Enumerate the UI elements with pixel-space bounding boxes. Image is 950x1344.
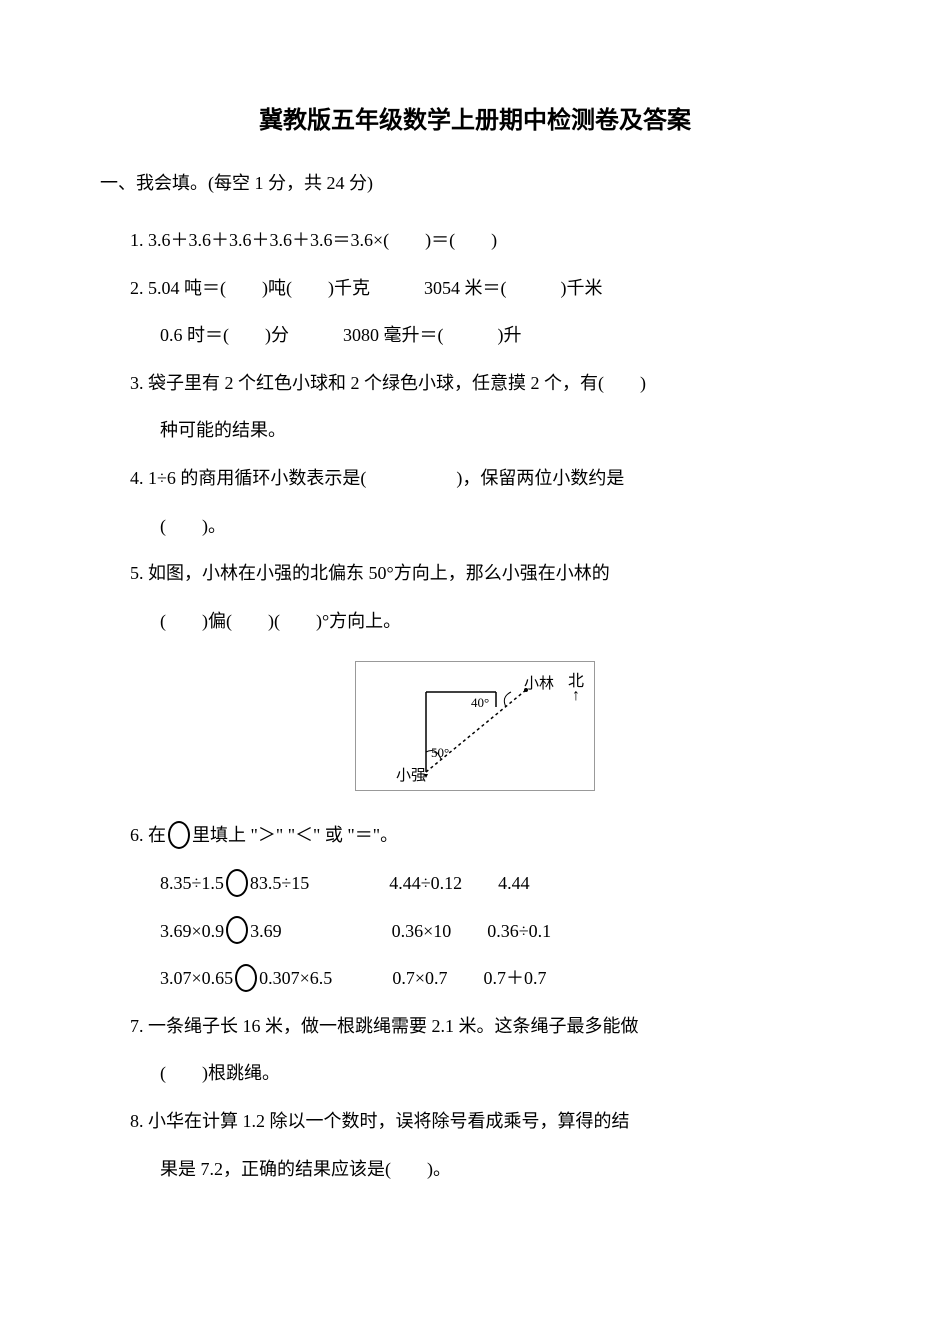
q6-3-left: 3.07×0.65	[160, 968, 233, 988]
svg-text:50°: 50°	[431, 745, 449, 760]
q6-suffix: 里填上 "＞" "＜" 或 "＝"。	[192, 825, 398, 845]
q6-3-second: 0.7×0.7 0.7＋0.7	[392, 968, 546, 988]
question-6-line1: 8.35÷1.5 83.5÷15 4.44÷0.12 4.44	[160, 864, 850, 904]
question-6-line2: 3.69×0.9 3.69 0.36×10 0.36÷0.1	[160, 912, 850, 952]
question-3-line2: 种可能的结果。	[160, 411, 850, 451]
q6-3-right: 0.307×6.5	[259, 968, 332, 988]
q6-1-second: 4.44÷0.12 4.44	[389, 873, 529, 893]
q6-1-left: 8.35÷1.5	[160, 873, 224, 893]
question-4-line2: ( )。	[160, 507, 850, 547]
direction-figure: 北 ↑ 小林 小强 50° 40°	[355, 661, 595, 791]
question-6-line3: 3.07×0.65 0.307×6.5 0.7×0.7 0.7＋0.7	[160, 959, 850, 999]
question-2-line1: 2. 5.04 吨＝( )吨( )千克 3054 米＝( )千米	[130, 269, 850, 309]
question-4-line1: 4. 1÷6 的商用循环小数表示是( )，保留两位小数约是	[130, 459, 850, 499]
compare-circle-icon	[226, 916, 248, 944]
question-7-line2: ( )根跳绳。	[160, 1054, 850, 1094]
q6-prefix: 6. 在	[130, 825, 166, 845]
q6-2-left: 3.69×0.9	[160, 921, 224, 941]
circle-placeholder-icon	[168, 821, 190, 849]
question-6-header: 6. 在 里填上 "＞" "＜" 或 "＝"。	[130, 816, 850, 856]
q6-2-second: 0.36×10 0.36÷0.1	[392, 921, 552, 941]
svg-text:40°: 40°	[471, 695, 489, 710]
question-7-line1: 7. 一条绳子长 16 米，做一根跳绳需要 2.1 米。这条绳子最多能做	[130, 1007, 850, 1047]
angle-diagram: 50° 40°	[356, 662, 576, 782]
q6-2-right: 3.69	[250, 921, 282, 941]
question-8-line1: 8. 小华在计算 1.2 除以一个数时，误将除号看成乘号，算得的结	[130, 1102, 850, 1142]
compare-circle-icon	[235, 964, 257, 992]
q6-1-right: 83.5÷15	[250, 873, 309, 893]
question-5-line2: ( )偏( )( )°方向上。	[160, 602, 850, 642]
question-8-line2: 果是 7.2，正确的结果应该是( )。	[160, 1150, 850, 1190]
section-header: 一、我会填。(每空 1 分，共 24 分)	[100, 165, 850, 201]
question-2-line2: 0.6 时＝( )分 3080 毫升＝( )升	[160, 316, 850, 356]
page-title: 冀教版五年级数学上册期中检测卷及答案	[100, 100, 850, 135]
question-3-line1: 3. 袋子里有 2 个红色小球和 2 个绿色小球，任意摸 2 个，有( )	[130, 364, 850, 404]
compare-circle-icon	[226, 869, 248, 897]
question-5-line1: 5. 如图，小林在小强的北偏东 50°方向上，那么小强在小林的	[130, 554, 850, 594]
figure-container: 北 ↑ 小林 小强 50° 40°	[100, 661, 850, 796]
question-1: 1. 3.6＋3.6＋3.6＋3.6＋3.6＝3.6×( )＝( )	[130, 221, 850, 261]
